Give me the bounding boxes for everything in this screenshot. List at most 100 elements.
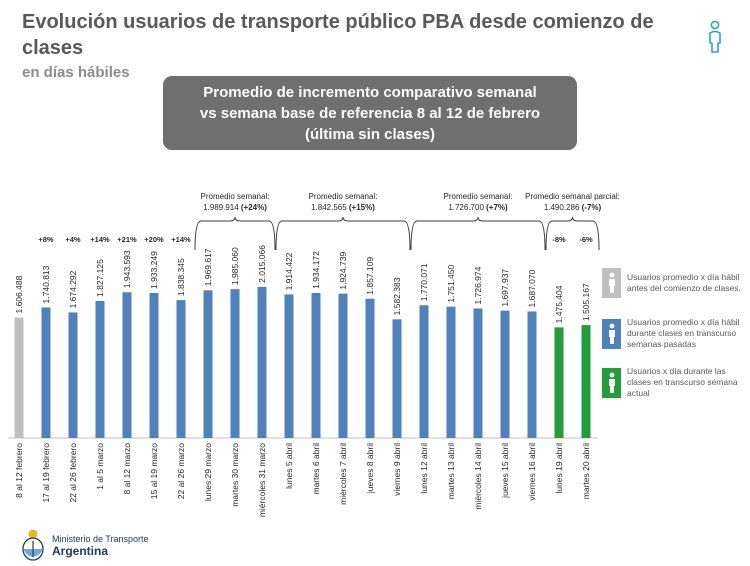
x-tick-label: 17 al 19 febrero	[41, 443, 51, 503]
bar-value-label: 1.687.070	[527, 269, 537, 307]
pct-change-label: +14%	[90, 235, 110, 244]
person-icon	[608, 372, 615, 393]
bar	[176, 300, 186, 438]
weekly-average-label: Promedio semanal parcial:	[525, 192, 620, 201]
bar-value-label: 1.827.125	[95, 259, 105, 297]
pct-change-label: +8%	[38, 235, 54, 244]
bar-value-label: 1.934.172	[311, 251, 321, 289]
weekly-average-label: Promedio semanal:	[201, 192, 270, 201]
bar	[41, 307, 51, 438]
legend-swatch	[602, 268, 621, 298]
legend-label: Usuarios promedio x día hábil antes del …	[627, 272, 741, 293]
weekly-average-number: 1.989.914	[203, 203, 241, 212]
bar-value-label: 1.857.109	[365, 257, 375, 295]
weekly-average-bracket	[275, 216, 411, 251]
x-tick-label: viernes 9 abril	[392, 443, 402, 496]
x-tick-label: 15 al 19 marzo	[149, 443, 159, 499]
weekly-average-bracket	[194, 216, 276, 251]
x-tick-label: lunes 29 marzo	[203, 443, 213, 501]
x-tick-label: 22 al 26 marzo	[176, 443, 186, 499]
bar-value-label: 1.770.071	[419, 263, 429, 301]
person-icon	[608, 323, 615, 344]
legend-item-current-week: Usuarios x día durante las clases en tra…	[602, 366, 750, 399]
bar	[230, 289, 240, 438]
bar	[95, 300, 105, 438]
bar-value-label: 1.475.404	[554, 285, 564, 323]
bar-value-label: 1.838.345	[176, 258, 186, 296]
x-tick-label: martes 13 abril	[446, 443, 456, 499]
person-icon	[709, 20, 721, 53]
bar	[149, 293, 159, 438]
x-tick-label: viernes 16 abril	[527, 443, 537, 501]
x-tick-label: lunes 19 abril	[554, 443, 564, 494]
legend-label: Usuarios promedio x día hábil durante cl…	[627, 317, 740, 349]
x-tick-label: jueves 8 abril	[365, 443, 375, 494]
banner-line: vs semana base de referencia 8 al 12 de …	[199, 104, 541, 122]
bar-value-label: 1.985.060	[230, 247, 240, 285]
bar	[365, 298, 375, 438]
x-tick-label: lunes 5 abril	[284, 443, 294, 489]
x-tick-label: 8 al 12 febrero	[14, 443, 24, 498]
legend-item-pre-classes: Usuarios promedio x día hábil antes del …	[602, 268, 750, 298]
bar	[419, 305, 429, 438]
x-tick-label: lunes 12 abril	[419, 443, 429, 494]
bar-value-label: 1.943.593	[122, 250, 132, 288]
x-tick-label: 1 al 5 marzo	[95, 443, 105, 490]
pct-change-label: +4%	[65, 235, 81, 244]
bar	[581, 325, 591, 438]
pct-change-label: +20%	[144, 235, 164, 244]
bar-value-label: 1.726.974	[473, 266, 483, 304]
bar	[500, 310, 510, 438]
page-title: Evolución usuarios de transporte público…	[22, 11, 654, 59]
weekly-average-bracket	[410, 216, 546, 251]
weekly-average-label: Promedio semanal:	[309, 192, 378, 201]
bar-value-label: 1.740.813	[41, 265, 51, 303]
argentina-seal-icon	[22, 529, 44, 561]
legend-item-past-weeks: Usuarios promedio x día hábil durante cl…	[602, 317, 750, 350]
weekly-average-pct: (+15%)	[349, 203, 375, 212]
bar	[527, 311, 537, 438]
bar	[446, 306, 456, 438]
banner-line: (última sin clases)	[304, 125, 436, 143]
bar-value-label: 1.697.937	[500, 269, 510, 307]
weekly-average-value: 1.989.914 (+24%)	[203, 203, 267, 212]
bar-value-label: 1.751.450	[446, 265, 456, 303]
pct-change-label: -8%	[552, 235, 566, 244]
bar	[473, 308, 483, 438]
weekly-average-bracket	[545, 216, 600, 251]
bar	[392, 319, 402, 438]
bar	[122, 292, 132, 438]
bar	[68, 312, 78, 438]
x-tick-label: jueves 15 abril	[500, 443, 510, 499]
weekly-average-pct: (+7%)	[486, 203, 508, 212]
x-tick-label: martes 6 abril	[311, 443, 321, 495]
banner-line: Promedio de incremento comparativo seman…	[203, 83, 537, 101]
bar-value-label: 1.606.488	[14, 275, 24, 313]
x-tick-label: miércoles 7 abril	[338, 443, 348, 505]
weekly-average-pct: (-7%)	[582, 203, 602, 212]
weekly-average-number: 1.842.565	[311, 203, 349, 212]
x-tick-label: miércoles 14 abril	[473, 443, 483, 510]
pct-change-label: -6%	[579, 235, 593, 244]
x-tick-label: martes 20 abril	[581, 443, 591, 499]
weekly-average-number: 1.490.286	[544, 203, 582, 212]
weekly-average-number: 1.726.700	[448, 203, 486, 212]
weekly-average-label: Promedio semanal:	[444, 192, 513, 201]
bar-value-label: 1.969.617	[203, 248, 213, 286]
weekly-average-value: 1.842.565 (+15%)	[311, 203, 375, 212]
person-icon	[608, 272, 615, 293]
bar-value-label: 1.914.422	[284, 252, 294, 290]
ministry-line2: Argentina	[52, 544, 109, 558]
bar-value-label: 1.505.167	[581, 283, 591, 321]
weekly-average-pct: (+24%)	[241, 203, 267, 212]
weekly-average-value: 1.726.700 (+7%)	[448, 203, 508, 212]
x-tick-label: martes 30 marzo	[230, 443, 240, 507]
bar	[284, 294, 294, 438]
legend-label: Usuarios x día durante las clases en tra…	[627, 366, 738, 398]
bar	[554, 327, 564, 438]
bar	[257, 286, 267, 438]
legend-swatch	[602, 367, 621, 398]
x-tick-label: 22 al 26 febrero	[68, 443, 78, 503]
bar	[203, 290, 213, 438]
